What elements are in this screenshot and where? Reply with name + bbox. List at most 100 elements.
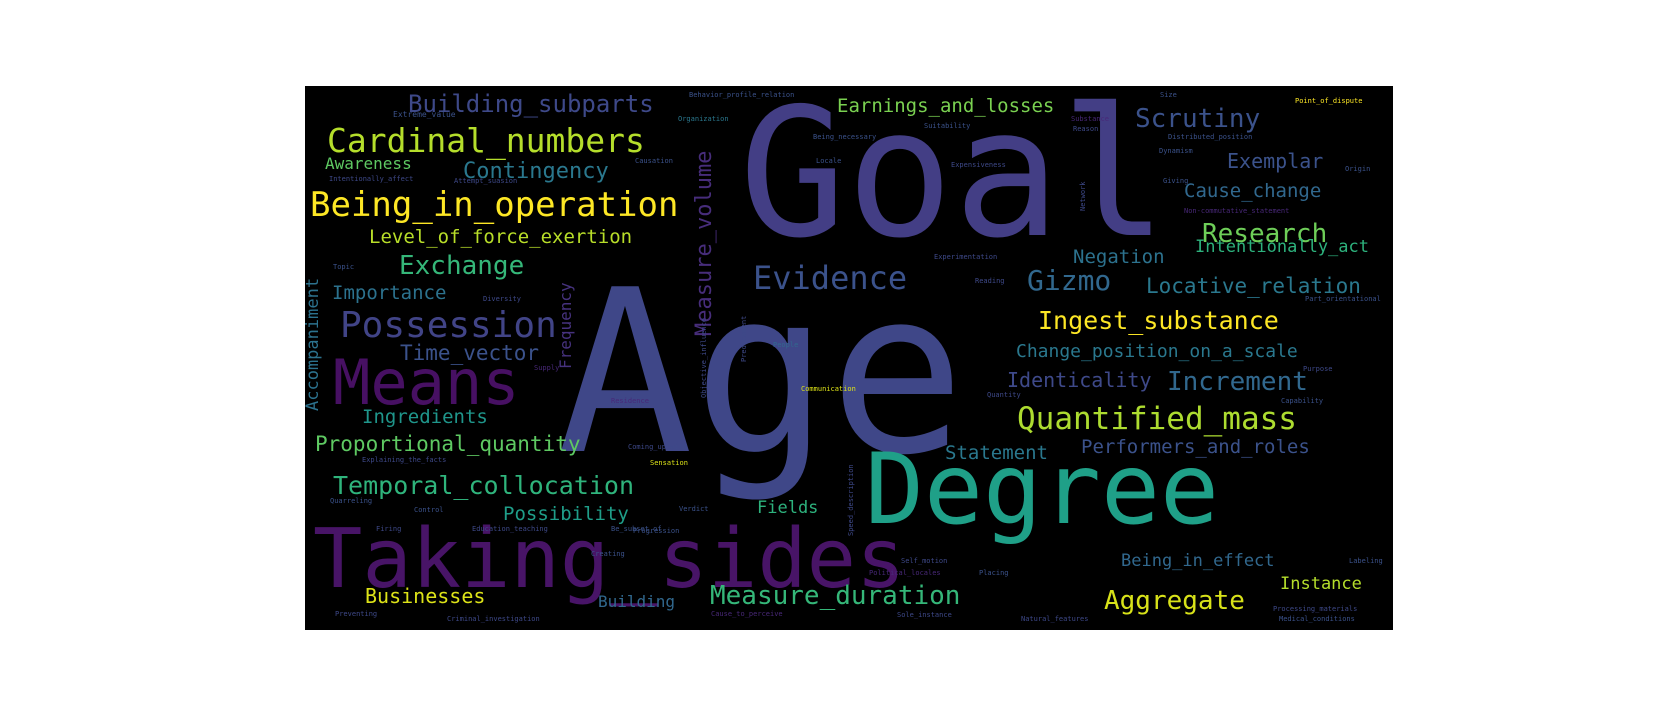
word-cardinal-numbers: Cardinal_numbers [327, 121, 645, 160]
word-frequency: Frequency [556, 282, 575, 369]
word-earnings-and-losses: Earnings_and_losses [837, 95, 1055, 117]
word-coming-up-with: Coming_up_with [628, 443, 688, 451]
word-topic: Topic [333, 263, 355, 271]
word-processing-materials: Processing_materials [1273, 605, 1358, 613]
word-statement: Statement [945, 442, 1048, 464]
word-accompaniment: Accompaniment [305, 277, 323, 411]
word-performers-and-roles: Performers_and_roles [1081, 436, 1310, 458]
word-organization: Organization [678, 115, 729, 123]
word-giving: Giving [1163, 177, 1189, 185]
word-businesses: Businesses [365, 584, 486, 608]
word-age: Age [557, 242, 966, 505]
word-means: Means [333, 346, 520, 419]
word-objective-influence: Objective_influence [700, 317, 708, 398]
word-diversity: Diversity [483, 295, 521, 303]
word-medical-conditions: Medical_conditions [1279, 615, 1355, 623]
word-cause-change: Cause_change [1184, 180, 1322, 202]
word-ingest-substance: Ingest_substance [1038, 306, 1279, 335]
word-predicament: Predicament [740, 315, 748, 362]
word-placing: Placing [979, 569, 1009, 577]
word-quantity: Quantity [987, 391, 1021, 399]
word-criminal-investigation: Criminal_investigation [447, 615, 540, 623]
word-quarreling: Quarreling [330, 497, 373, 505]
word-ingredients: Ingredients [362, 406, 488, 428]
word-intentionally-act: Intentionally_act [1195, 237, 1369, 257]
word-gizmo: Gizmo [1027, 264, 1112, 297]
word-causation: Causation [635, 157, 673, 165]
word-political-locales: Political_locales [869, 569, 941, 577]
word-level-of-force-exertion: Level_of_force_exertion [369, 226, 633, 248]
word-size: Size [1160, 91, 1177, 99]
word-measure-volume: Measure_volume [692, 150, 717, 336]
word-part-orientational: Part_orientational [1305, 295, 1381, 303]
word-be-subset-of: Be_subset_of [611, 525, 662, 533]
word-behavior-profile-relation: Behavior_profile_relation [689, 91, 795, 99]
word-verdict: Verdict [679, 505, 709, 513]
word-capability: Capability [1281, 397, 1324, 405]
word-being-necessary: Being_necessary [813, 133, 877, 141]
word-being-in-operation: Being_in_operation [310, 185, 679, 225]
word-people: People [773, 341, 799, 349]
word-cause-to-perceive: Cause_to_perceive [711, 610, 783, 618]
word-point-of-dispute: Point_of_dispute [1295, 97, 1363, 105]
word-control: Control [414, 506, 444, 514]
word-intentionally-affect: Intentionally_affect [329, 175, 414, 183]
word-origin: Origin [1345, 165, 1371, 173]
word-evidence: Evidence [753, 259, 908, 297]
word-extreme-value: Extreme_value [393, 110, 456, 119]
word-natural-features: Natural_features [1021, 615, 1089, 623]
word-firing: Firing [376, 525, 402, 533]
word-importance: Importance [332, 282, 447, 304]
word-reading: Reading [975, 277, 1005, 285]
word-sole-instance: Sole_instance [897, 611, 952, 619]
word-instance: Instance [1280, 574, 1362, 594]
word-negation: Negation [1073, 246, 1165, 268]
word-self-motion: Self_motion [901, 557, 948, 565]
word-exemplar: Exemplar [1227, 149, 1324, 173]
word-speed-description: Speed_description [847, 464, 855, 536]
word-being-in-effect: Being_in_effect [1121, 551, 1275, 571]
word-contingency: Contingency [463, 159, 609, 184]
word-scrutiny: Scrutiny [1135, 104, 1261, 134]
word-possibility: Possibility [503, 503, 629, 525]
word-goal: Goal [739, 86, 1168, 277]
word-creating: Creating [591, 550, 625, 558]
word-fields: Fields [757, 498, 819, 518]
word-quantified-mass: Quantified_mass [1017, 401, 1297, 437]
word-measure-duration: Measure_duration [710, 581, 961, 611]
word-supply: Supply [534, 364, 560, 372]
word-network: Network [1079, 181, 1087, 211]
word-degree: Degree [865, 433, 1220, 547]
word-attempt-suasion: Attempt_suasion [454, 177, 518, 185]
word-reason: Reason [1073, 125, 1099, 133]
word-proportional-quantity: Proportional_quantity [315, 432, 581, 456]
word-building-subparts: Building_subparts [408, 90, 654, 118]
word-increment: Increment [1167, 367, 1308, 397]
word-building: Building [598, 592, 676, 611]
word-substance: Substance [1071, 115, 1109, 123]
word-preventing: Preventing [335, 610, 378, 618]
word-experimentation: Experimentation [934, 253, 998, 261]
word-taking-sides: Taking_sides [313, 512, 906, 607]
word-communication: Communication [801, 385, 856, 393]
word-progression: Progression [633, 527, 680, 535]
word-cloud: Age Goal Degree Taking_sides Means Build… [305, 86, 1393, 630]
word-expensiveness: Expensiveness [951, 161, 1006, 169]
word-exchange: Exchange [399, 251, 525, 281]
word-change-position-on-a-scale: Change_position_on_a_scale [1016, 341, 1298, 362]
word-possession: Possession [340, 305, 557, 346]
word-research: Research [1202, 219, 1328, 249]
word-non-commutative-statement: Non-commutative_statement [1184, 207, 1290, 215]
word-time-vector: Time_vector [400, 341, 540, 365]
word-explaining-the-facts: Explaining_the_facts [362, 456, 447, 464]
word-suitability: Suitability [924, 122, 971, 130]
word-dynamism: Dynamism [1159, 147, 1193, 155]
word-aggregate: Aggregate [1104, 586, 1245, 616]
word-locative-relation: Locative_relation [1146, 274, 1361, 298]
word-sensation: Sensation [650, 459, 688, 467]
word-education-teaching: Education_teaching [472, 525, 548, 533]
word-identicality: Identicality [1007, 368, 1152, 392]
word-distributed-position: Distributed_position [1168, 133, 1253, 141]
word-purpose: Purpose [1303, 365, 1333, 373]
word-residence: Residence [611, 397, 649, 405]
